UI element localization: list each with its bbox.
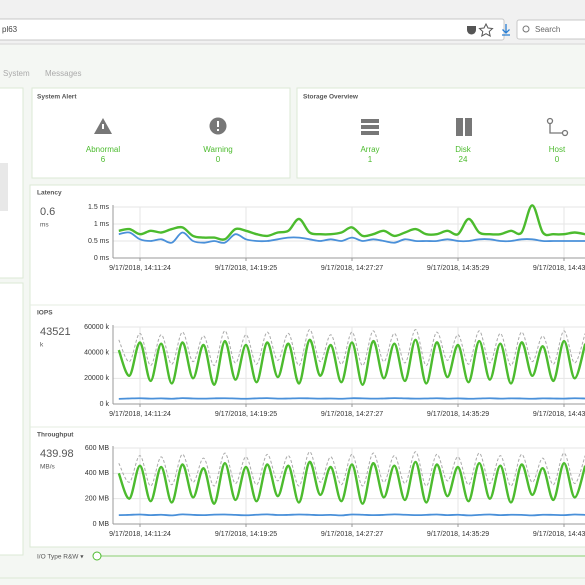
search-placeholder: Search — [535, 25, 560, 34]
y-tick-label: 40000 k — [84, 350, 109, 357]
storage-label[interactable]: Array — [360, 145, 379, 154]
storage-label[interactable]: Disk — [455, 145, 472, 154]
x-tick-label: 9/17/2018, 14:43:31 — [533, 411, 585, 418]
alert-value[interactable]: 0 — [216, 155, 221, 164]
icon-detail — [217, 129, 219, 131]
search-box[interactable] — [516, 19, 585, 40]
x-tick-label: 9/17/2018, 14:11:24 — [109, 265, 171, 272]
x-tick-label: 9/17/2018, 14:11:24 — [109, 531, 171, 538]
icon-detail — [217, 121, 219, 127]
chart-title: Throughput — [37, 432, 74, 439]
x-tick-label: 9/17/2018, 14:35:29 — [427, 531, 489, 538]
current-value: 43521 — [40, 326, 71, 338]
current-value: 439.98 — [40, 448, 74, 460]
left-panel — [0, 282, 24, 556]
nav-item[interactable]: Messages — [45, 69, 81, 78]
series-line — [118, 329, 585, 367]
y-tick-label: 400 MB — [85, 470, 109, 477]
y-tick-label: 600 MB — [85, 445, 109, 452]
x-tick-label: 9/17/2018, 14:27:27 — [321, 411, 383, 418]
storage-label[interactable]: Host — [549, 145, 566, 154]
left-panel-block — [0, 163, 8, 211]
x-tick-label: 9/17/2018, 14:19:25 — [215, 531, 277, 538]
alert-value[interactable]: 6 — [101, 155, 106, 164]
y-tick-label: 200 MB — [85, 496, 109, 503]
y-tick-label: 0 ms — [94, 255, 110, 262]
x-tick-label: 9/17/2018, 14:35:29 — [427, 265, 489, 272]
y-tick-label: 60000 k — [84, 324, 109, 331]
alert-label[interactable]: Warning — [203, 145, 233, 154]
pocket-icon[interactable] — [467, 26, 476, 35]
series-line — [118, 397, 585, 400]
x-tick-label: 9/17/2018, 14:43:31 — [533, 265, 585, 272]
x-tick-label: 9/17/2018, 14:35:29 — [427, 411, 489, 418]
alert-label[interactable]: Abnormal — [86, 145, 120, 154]
y-tick-label: 1.5 ms — [88, 204, 110, 211]
array-icon — [361, 119, 379, 135]
chart-title: Latency — [37, 190, 62, 197]
nav-item[interactable]: System — [3, 69, 30, 78]
storage-value[interactable]: 0 — [555, 155, 560, 164]
storage-value[interactable]: 1 — [368, 155, 373, 164]
storage-value[interactable]: 24 — [459, 155, 468, 164]
series-line — [118, 451, 585, 487]
x-tick-label: 9/17/2018, 14:19:25 — [215, 265, 277, 272]
current-unit: ms — [40, 222, 49, 229]
series-line — [118, 231, 585, 244]
current-unit: k — [40, 342, 44, 349]
y-tick-label: 20000 k — [84, 375, 109, 382]
icon-detail — [102, 124, 104, 129]
x-tick-label: 9/17/2018, 14:19:25 — [215, 411, 277, 418]
series-line — [118, 204, 585, 241]
url-bar[interactable] — [0, 18, 505, 41]
current-unit: MB/s — [40, 464, 56, 471]
x-tick-label: 9/17/2018, 14:43:31 — [533, 531, 585, 538]
y-tick-label: 0.5 ms — [88, 238, 110, 245]
y-tick-label: 0 k — [100, 401, 110, 408]
series-line — [118, 513, 585, 517]
series-line — [117, 338, 585, 386]
card-title: System Alert — [37, 94, 77, 101]
storage-overview-card — [296, 87, 585, 179]
left-panel — [0, 87, 24, 279]
bookmark-icon[interactable] — [478, 22, 494, 37]
card-title: Storage Overview — [303, 94, 359, 101]
disk-icon — [456, 118, 472, 136]
host-icon — [546, 117, 569, 137]
x-tick-label: 9/17/2018, 14:11:24 — [109, 411, 171, 418]
search-icon — [522, 25, 530, 33]
x-tick-label: 9/17/2018, 14:27:27 — [321, 265, 383, 272]
url-text: pl63 — [2, 25, 18, 34]
download-icon[interactable] — [502, 24, 510, 36]
chart-title: IOPS — [37, 310, 53, 317]
y-tick-label: 1 ms — [94, 221, 110, 228]
y-tick-label: 0 MB — [93, 521, 110, 528]
system-alert-card — [31, 87, 291, 179]
x-tick-label: 9/17/2018, 14:27:27 — [321, 531, 383, 538]
io-type-selector[interactable]: I/O Type R&W ▾ — [37, 554, 84, 561]
series-line — [117, 460, 585, 505]
current-value: 0.6 — [40, 206, 55, 218]
time-slider-handle[interactable] — [92, 551, 102, 561]
